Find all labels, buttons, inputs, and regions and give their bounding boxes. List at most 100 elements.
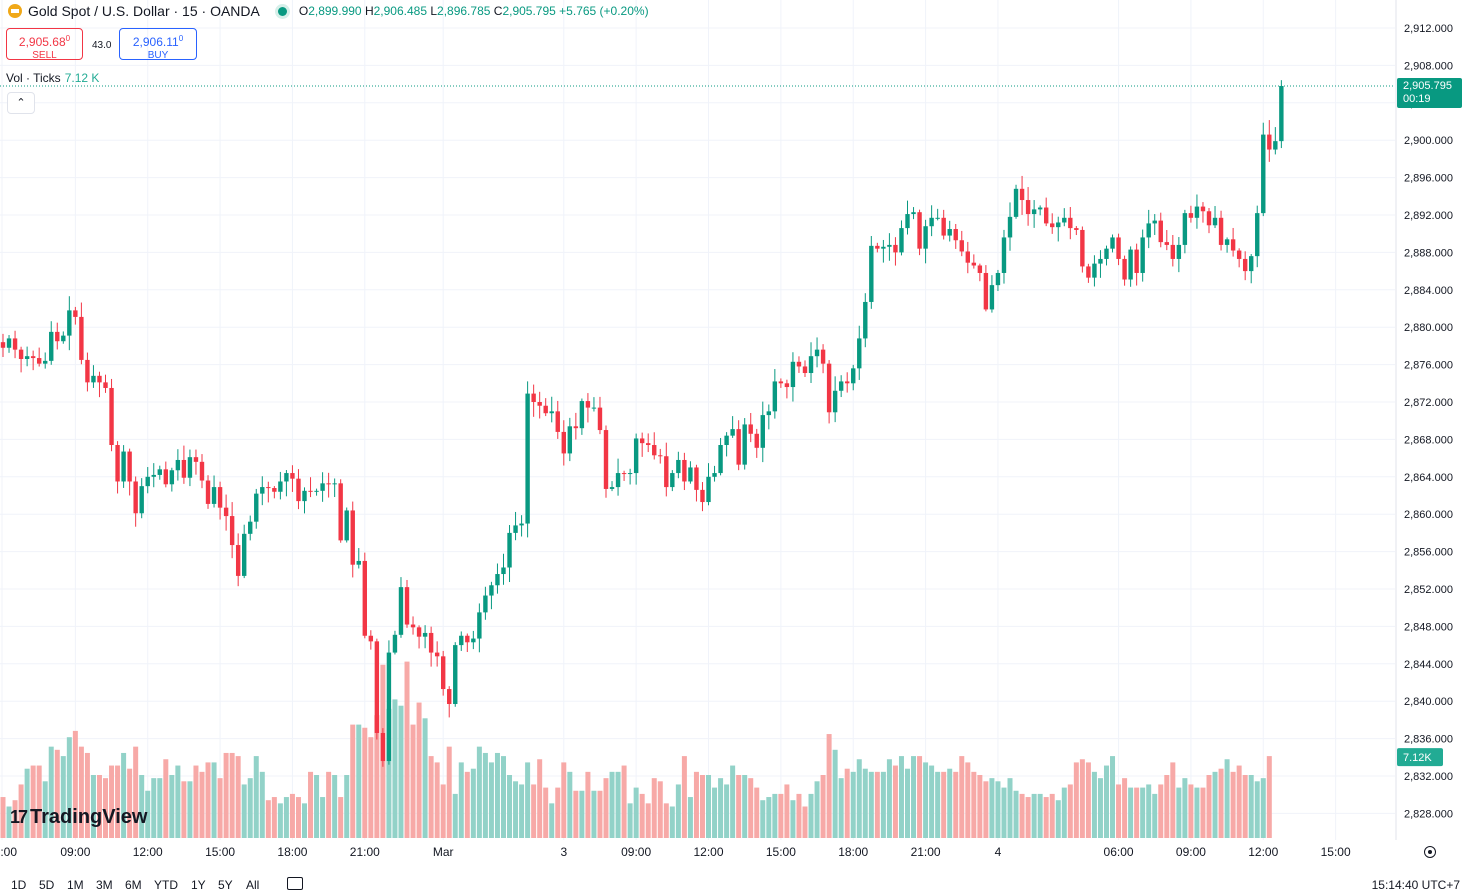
range-button-all[interactable]: All bbox=[246, 878, 260, 892]
candle-body bbox=[483, 595, 488, 613]
price-tick-label: 2,836.000 bbox=[1404, 734, 1453, 746]
candle-body bbox=[266, 487, 271, 489]
range-button-3m[interactable]: 3M bbox=[96, 878, 113, 892]
candle-body bbox=[398, 587, 404, 635]
volume-bar bbox=[808, 793, 814, 838]
candle-body bbox=[248, 521, 253, 534]
range-button-ytd[interactable]: YTD bbox=[154, 878, 178, 892]
candle-body bbox=[145, 476, 150, 487]
candle-body bbox=[1050, 223, 1055, 228]
volume-bar bbox=[36, 765, 42, 838]
candle-body bbox=[254, 493, 259, 522]
candle-body bbox=[453, 645, 458, 705]
volume-bar bbox=[820, 775, 826, 838]
candle-body bbox=[495, 574, 500, 586]
candle-body bbox=[935, 217, 940, 219]
candle-body bbox=[899, 228, 904, 253]
volume-bar bbox=[72, 730, 78, 838]
candle-body bbox=[537, 402, 542, 406]
range-button-5d[interactable]: 5D bbox=[39, 878, 55, 892]
candle-body bbox=[513, 525, 518, 533]
volume-bar bbox=[259, 771, 265, 838]
volume-bar bbox=[880, 771, 886, 838]
chevron-up-icon[interactable]: ⌃ bbox=[7, 92, 35, 114]
candle-body bbox=[193, 457, 199, 462]
volume-bar bbox=[78, 746, 84, 838]
candle-body bbox=[887, 244, 892, 247]
volume-bar bbox=[844, 768, 850, 838]
last-price-label: 2,905.795 bbox=[1403, 80, 1452, 92]
volume-bar bbox=[591, 790, 597, 838]
volume-bar bbox=[163, 759, 169, 838]
volume-bar bbox=[615, 771, 621, 838]
candle-body bbox=[615, 473, 621, 488]
candle-body bbox=[718, 445, 723, 474]
symbol-title[interactable]: Gold Spot / U.S. Dollar · 15 · OANDA bbox=[28, 3, 260, 19]
candle-body bbox=[440, 656, 446, 690]
range-button-1m[interactable]: 1M bbox=[67, 878, 84, 892]
volume-bar bbox=[1164, 775, 1170, 838]
volume-bar bbox=[96, 775, 102, 838]
volume-bar bbox=[1049, 793, 1055, 838]
candle-body bbox=[338, 483, 343, 541]
volume-bar bbox=[627, 803, 633, 838]
range-button-5y[interactable]: 5Y bbox=[218, 878, 233, 892]
candle-body bbox=[1013, 188, 1019, 217]
range-button-6m[interactable]: 6M bbox=[125, 878, 142, 892]
price-tick-label: 2,892.000 bbox=[1404, 210, 1453, 222]
range-button-1y[interactable]: 1Y bbox=[191, 878, 206, 892]
volume-bar bbox=[271, 797, 277, 838]
candle-body bbox=[808, 356, 814, 374]
price-tick-label: 2,876.000 bbox=[1404, 360, 1453, 372]
candle-body bbox=[857, 338, 862, 369]
volume-bar bbox=[344, 775, 350, 838]
volume-bar bbox=[868, 771, 874, 838]
volume-bar bbox=[1116, 784, 1122, 838]
sell-button[interactable]: 2,905.680 SELL bbox=[6, 28, 83, 61]
candle-body bbox=[151, 474, 156, 477]
candle-body bbox=[1230, 239, 1236, 251]
candle-body bbox=[682, 459, 687, 482]
volume-bar bbox=[500, 756, 506, 838]
volume-bar bbox=[169, 775, 175, 838]
volume-bar bbox=[217, 778, 223, 838]
candle-body bbox=[947, 229, 952, 236]
candle-body bbox=[851, 368, 856, 384]
volume-bar bbox=[898, 756, 904, 838]
volume-bar bbox=[519, 784, 525, 838]
volume-legend[interactable]: Vol · Ticks 7.12 K bbox=[6, 71, 100, 85]
volume-bar bbox=[199, 771, 205, 838]
candle-body bbox=[1249, 256, 1254, 272]
time-tick-label: 09:00 bbox=[60, 845, 90, 859]
tradingview-logo[interactable]: 17 TradingView bbox=[10, 806, 148, 828]
volume-bar bbox=[42, 781, 48, 838]
candle-body bbox=[1194, 206, 1200, 218]
volume-bar bbox=[476, 746, 482, 838]
volume-bar bbox=[681, 756, 687, 838]
candle-body bbox=[863, 301, 868, 339]
candle-body bbox=[416, 627, 422, 637]
gear-icon[interactable] bbox=[1424, 846, 1436, 858]
candle-body bbox=[332, 483, 337, 485]
clock[interactable]: 15:14:40 UTC+7 bbox=[1371, 878, 1460, 892]
candle-body bbox=[1212, 217, 1218, 226]
volume-bar bbox=[736, 775, 742, 838]
volume-bar bbox=[790, 800, 796, 838]
candle-body bbox=[627, 473, 633, 475]
volume-bar bbox=[1140, 787, 1146, 838]
price-tick-label: 2,840.000 bbox=[1404, 696, 1453, 708]
buy-button[interactable]: 2,906.110 BUY bbox=[119, 28, 197, 61]
candle-body bbox=[1122, 258, 1127, 280]
volume-bar bbox=[675, 784, 681, 838]
price-tick-label: 2,880.000 bbox=[1404, 322, 1453, 334]
candle-body bbox=[356, 560, 361, 565]
range-button-1d[interactable]: 1D bbox=[11, 878, 27, 892]
candle-body bbox=[386, 652, 392, 762]
candle-body bbox=[139, 486, 144, 514]
candle-body bbox=[1236, 250, 1242, 259]
candle-body bbox=[85, 359, 90, 383]
volume-bar bbox=[766, 797, 772, 838]
calendar-icon[interactable] bbox=[287, 877, 303, 890]
volume-bar bbox=[24, 768, 30, 838]
